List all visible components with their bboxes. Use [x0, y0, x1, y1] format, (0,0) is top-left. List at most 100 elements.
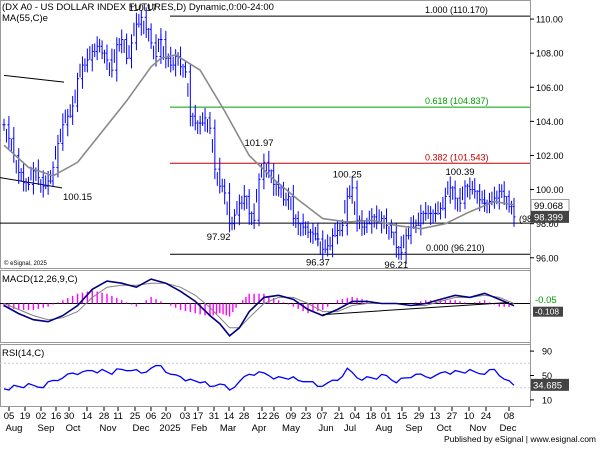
rsi-tick-label: 10: [542, 395, 552, 405]
time-day-label: 31: [209, 411, 220, 422]
price-ytick-label: 98.00: [536, 219, 559, 229]
fib-label: 0.618 (104.837): [425, 96, 489, 106]
price-ytick-label: 106.00: [536, 83, 564, 93]
time-month-label: Jun: [318, 423, 333, 434]
time-day-label: 06: [146, 411, 157, 422]
macd-zero-tag-bg: [533, 294, 559, 306]
time-day-label: 01: [381, 411, 392, 422]
time-month-label: Jul: [344, 423, 356, 434]
time-day-label: 10: [464, 411, 475, 422]
time-month-label: Aug: [376, 423, 393, 434]
price-panel-frame: [0, 0, 531, 269]
swing-annotation: 101.97: [244, 138, 273, 149]
price-ytick-label: 100.00: [536, 185, 564, 195]
price-tag: 98.399: [534, 212, 563, 223]
macd-line: [3, 278, 515, 338]
time-day-label: 28: [99, 411, 110, 422]
fib-label: 0.382 (101.543): [425, 152, 489, 162]
time-month-label: May: [282, 423, 300, 434]
fib-label: 1.000 (110.170): [425, 5, 488, 15]
time-day-label: 14: [224, 411, 235, 422]
swing-annotation: 97.92: [207, 232, 231, 243]
time-day-label: 29: [414, 411, 425, 422]
time-day-label: 25: [130, 411, 141, 422]
swing-annotation: 96.37: [306, 257, 330, 268]
time-month-label: Sep: [38, 423, 55, 434]
time-month-label: Nov: [470, 423, 487, 434]
macd-zero-tag: -0.05: [535, 295, 557, 306]
time-day-label: 09: [286, 411, 297, 422]
time-month-label: Dec: [133, 423, 150, 434]
rsi-line: [3, 364, 515, 391]
time-month-label: Feb: [191, 423, 207, 434]
time-day-label: 20: [161, 411, 172, 422]
swing-annotation: 100.15: [63, 192, 92, 203]
price-ytick-label: 104.00: [536, 117, 564, 127]
rsi-label: RSI(14,C): [2, 348, 44, 359]
macd-panel: -0.05-0.108: [0, 278, 563, 338]
chart-title: (DX A0 - US DOLLAR INDEX FUTURES,D) Dyna…: [2, 2, 274, 13]
time-day-label: 07: [317, 411, 328, 422]
time-month-label: Oct: [437, 423, 452, 434]
macd-signal-line: [3, 282, 515, 329]
time-day-label: 26: [269, 411, 280, 422]
trendline: [0, 177, 63, 189]
price-ytick-label: 102.00: [536, 151, 564, 161]
swing-annotation: 96.21: [384, 260, 408, 271]
time-day-label: 14: [82, 411, 93, 422]
macd-label: MACD(12,26,9,C): [2, 274, 78, 285]
time-month-label: Oct: [66, 423, 81, 434]
time-day-label: 13: [430, 411, 441, 422]
rsi-panel-frame: [0, 344, 531, 407]
time-day-label: 19: [20, 411, 31, 422]
time-day-label: 21: [334, 411, 345, 422]
time-day-label: 17: [193, 411, 204, 422]
time-day-label: 16: [51, 411, 62, 422]
macd-line-tag: -0.108: [535, 307, 559, 317]
price-tag-bg: [531, 210, 569, 223]
ma-label: MA(55,C)e: [2, 13, 48, 24]
footer-credit: Published by eSignal | www.esignal.com: [444, 434, 596, 444]
swing-annotation: 110.17: [129, 3, 157, 14]
time-day-label: 23: [301, 411, 312, 422]
time-day-label: 28: [239, 411, 250, 422]
time-month-label: Mar: [220, 423, 236, 434]
macd-trendline: [322, 301, 510, 316]
watermark: © eSignal, 2025: [4, 260, 47, 267]
trendline: [3, 74, 65, 83]
rsi-tag: 34.685: [533, 380, 562, 391]
time-month-label: 2025: [159, 423, 180, 434]
time-day-label: 27: [447, 411, 458, 422]
rsi-tick-label: 90: [542, 347, 552, 357]
rsi-tag-bg: [531, 378, 569, 391]
macd-line-tag-bg: [533, 306, 563, 317]
time-month-label: Dec: [500, 423, 517, 434]
time-day-label: 08: [504, 411, 515, 422]
time-month-label: Nov: [100, 423, 117, 434]
rsi-tick-label: 50: [542, 371, 552, 381]
time-day-label: 18: [366, 411, 377, 422]
price-panel: 110.00 108.00 106.00 104.00 102.00 100.00 98.0…: [0, 3, 570, 271]
time-day-label: 30: [64, 411, 75, 422]
price-ytick-label: 96.00: [536, 253, 559, 263]
time-day-label: 03: [180, 411, 191, 422]
time-day-label: 15: [397, 411, 408, 422]
price-ytick-label: 110.00: [536, 15, 563, 25]
time-month-label: Apr: [252, 423, 267, 434]
swing-annotation: 100.39: [446, 167, 475, 178]
time-day-label: 24: [481, 411, 492, 422]
time-axis: 05 19 02 16 30 14 28 11 25 06 20 03 17 31 14 28 12 26 09 23…: [4, 407, 517, 434]
time-day-label: 11: [113, 411, 123, 422]
swing-annotation: 100.25: [333, 169, 362, 180]
rsi-panel: 90 50 10 34.685: [0, 347, 569, 405]
moving-average-line: [3, 54, 515, 230]
time-day-label: 05: [4, 411, 15, 422]
price-ytick-label: 108.00: [536, 49, 564, 59]
time-day-label: 04: [350, 411, 361, 422]
time-month-label: Aug: [6, 423, 23, 434]
time-month-label: Sep: [406, 423, 423, 434]
time-day-label: 12: [257, 411, 268, 422]
price-tag: 99.068: [534, 201, 563, 212]
